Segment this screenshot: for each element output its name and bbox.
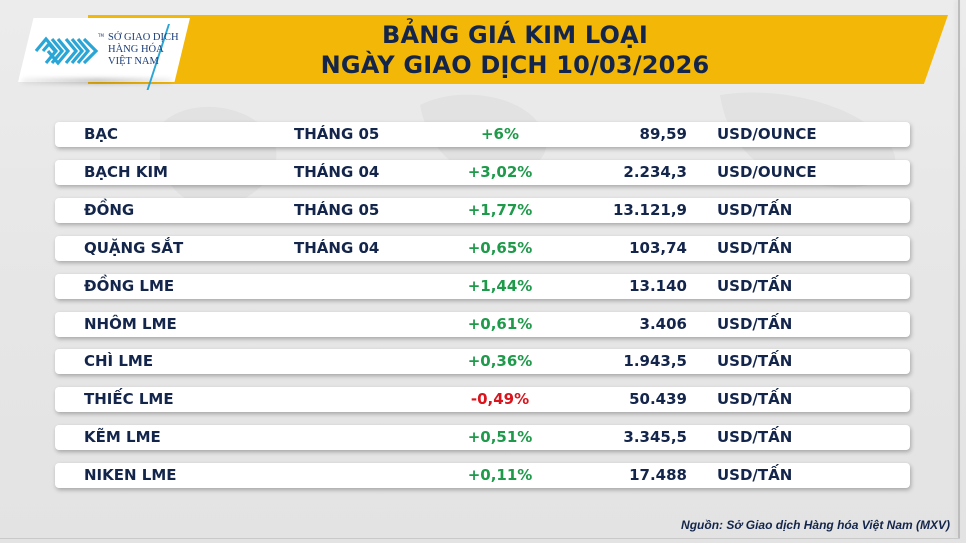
table-row: CHÌ LME +0,36% 1.943,5 USD/TẤN [55, 349, 910, 374]
price-unit: USD/TẤN [717, 352, 793, 370]
page-title: BẢNG GIÁ KIM LOẠI NGÀY GIAO DỊCH 10/03/2… [300, 20, 730, 80]
logo-text-line-2: HÀNG HÓA [108, 44, 164, 55]
table-row: BẠC THÁNG 05 +6% 89,59 USD/OUNCE [55, 122, 910, 147]
mxv-logo-icon [34, 36, 99, 66]
price-change: -0,49% [470, 390, 530, 408]
price-change: +6% [480, 125, 520, 143]
price-change: +1,77% [467, 201, 533, 219]
price-change: +0,51% [467, 428, 533, 446]
contract-month: THÁNG 05 [294, 125, 380, 143]
source-note: Nguồn: Sở Giao dịch Hàng hóa Việt Nam (M… [681, 518, 950, 532]
table-row: QUẶNG SẮT THÁNG 04 +0,65% 103,74 USD/TẤN [55, 236, 910, 261]
table-row: ĐỒNG LME +1,44% 13.140 USD/TẤN [55, 274, 910, 299]
price-value: 3.406 [639, 315, 687, 333]
logo-trademark: TM [98, 33, 104, 38]
logo-text-line-1: SỞ GIAO DỊCH [108, 32, 179, 43]
price-value: 50.439 [629, 390, 687, 408]
price-value: 2.234,3 [623, 163, 687, 181]
price-value: 3.345,5 [623, 428, 687, 446]
frame-border-right [958, 0, 960, 538]
price-unit: USD/TẤN [717, 315, 793, 333]
price-unit: USD/TẤN [717, 201, 793, 219]
price-unit: USD/OUNCE [717, 125, 817, 143]
commodity-name: ĐỒNG [84, 201, 135, 219]
price-change: +1,44% [467, 277, 533, 295]
price-unit: USD/TẤN [717, 277, 793, 295]
commodity-name: ĐỒNG LME [84, 277, 175, 295]
table-row: NHÔM LME +0,61% 3.406 USD/TẤN [55, 312, 910, 337]
price-value: 17.488 [629, 466, 687, 484]
commodity-name: BẠC [84, 125, 119, 143]
commodity-name: NIKEN LME [84, 466, 177, 484]
price-value: 13.121,9 [612, 201, 687, 219]
title-banner [88, 15, 948, 84]
table-row: NIKEN LME +0,11% 17.488 USD/TẤN [55, 463, 910, 488]
commodity-name: NHÔM LME [84, 315, 177, 333]
price-change: +0,11% [467, 466, 533, 484]
logo-text-line-3: VIỆT NAM [108, 56, 159, 67]
commodity-name: THIẾC LME [84, 390, 174, 408]
price-unit: USD/TẤN [717, 390, 793, 408]
price-change: +0,65% [467, 239, 533, 257]
price-change: +0,36% [467, 352, 533, 370]
logo-text: SỞ GIAO DỊCH HÀNG HÓA VIỆT NAM [108, 32, 179, 68]
logo-card-shadow [22, 78, 172, 84]
price-change: +3,02% [467, 163, 533, 181]
commodity-name: CHÌ LME [84, 352, 154, 370]
price-unit: USD/TẤN [717, 239, 793, 257]
table-row: ĐỒNG THÁNG 05 +1,77% 13.121,9 USD/TẤN [55, 198, 910, 223]
price-change: +0,61% [467, 315, 533, 333]
price-unit: USD/TẤN [717, 428, 793, 446]
commodity-name: BẠCH KIM [84, 163, 168, 181]
contract-month: THÁNG 04 [294, 239, 380, 257]
table-row: BẠCH KIM THÁNG 04 +3,02% 2.234,3 USD/OUNCE [55, 160, 910, 185]
title-line-2: NGÀY GIAO DỊCH 10/03/2026 [320, 51, 710, 79]
table-row: KẼM LME +0,51% 3.345,5 USD/TẤN [55, 425, 910, 450]
contract-month: THÁNG 05 [294, 201, 380, 219]
price-unit: USD/TẤN [717, 466, 793, 484]
commodity-name: QUẶNG SẮT [84, 239, 184, 257]
price-value: 103,74 [629, 239, 687, 257]
price-value: 1.943,5 [623, 352, 687, 370]
price-unit: USD/OUNCE [717, 163, 817, 181]
price-value: 13.140 [629, 277, 687, 295]
title-line-1: BẢNG GIÁ KIM LOẠI [381, 21, 649, 49]
commodity-name: KẼM LME [84, 428, 161, 446]
price-value: 89,59 [639, 125, 687, 143]
contract-month: THÁNG 04 [294, 163, 380, 181]
table-row: THIẾC LME -0,49% 50.439 USD/TẤN [55, 387, 910, 412]
frame-border-bottom [0, 538, 960, 539]
